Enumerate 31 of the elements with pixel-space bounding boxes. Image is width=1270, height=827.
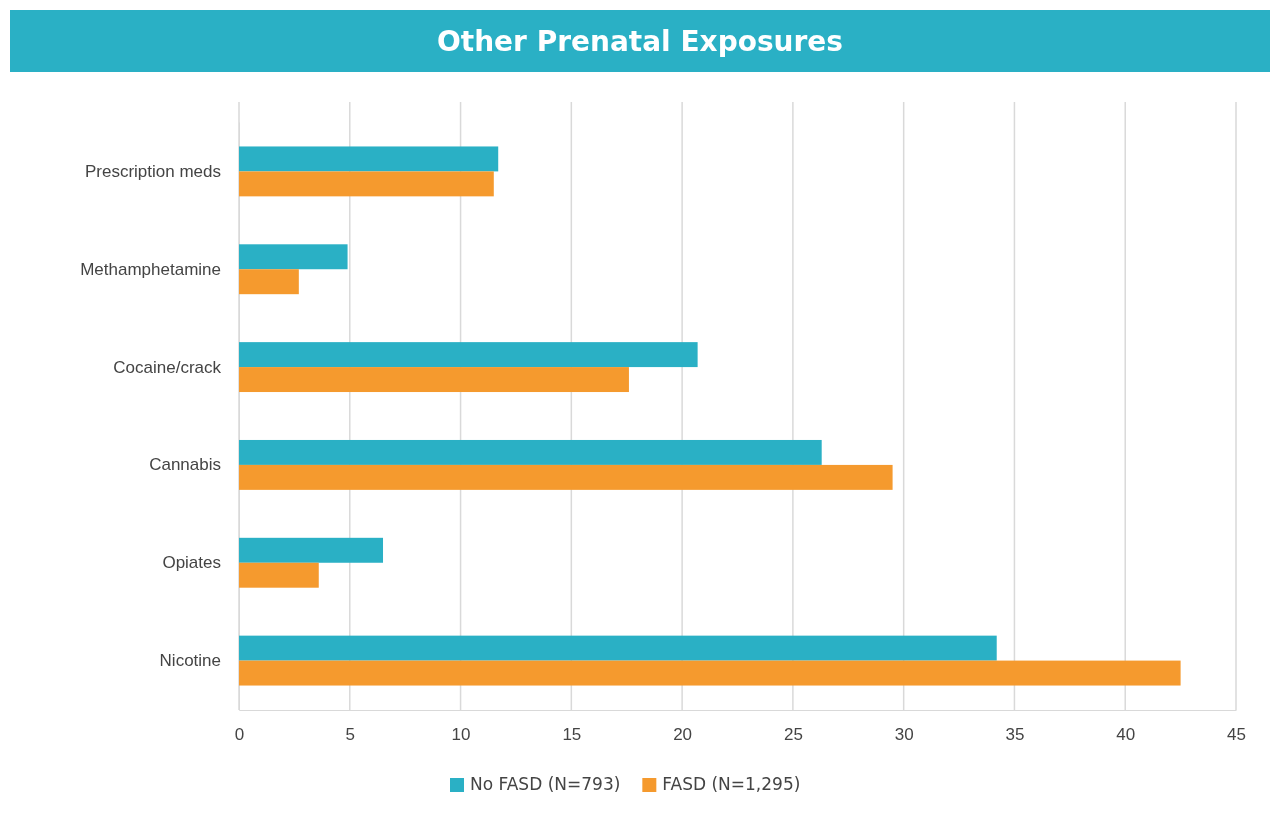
bar [239,146,499,172]
x-tick-label: 10 [451,725,471,745]
bar [239,367,629,393]
y-tick-label: Cannabis [149,455,221,475]
bar [239,171,494,197]
bar [239,269,299,295]
bar [239,464,893,490]
x-tick-label: 20 [673,725,693,745]
bar [239,439,822,465]
y-tick-label: Cocaine/crack [113,357,222,377]
y-tick-label: Prescription meds [84,161,221,181]
y-tick-label: Nicotine [159,651,221,671]
bar [239,244,348,270]
x-tick-label: 35 [1005,725,1025,745]
x-tick-label: 45 [1227,725,1246,745]
y-tick-label: Methamphetamine [80,259,221,279]
legend-label: No FASD (N=793) [470,774,621,794]
x-tick-label: 40 [1116,725,1136,745]
bar [239,635,997,661]
bar [239,342,698,368]
x-tick-label: 15 [562,725,582,745]
y-tick-label: Opiates [162,553,221,573]
x-tick-label: 5 [345,725,356,745]
bar [239,562,319,588]
bar [239,537,384,563]
x-tick-label: 0 [234,725,245,745]
bar [239,660,1181,686]
chart-title: Other Prenatal Exposures [437,25,843,58]
x-tick-label: 30 [894,725,914,745]
x-tick-label: 25 [783,725,803,745]
legend-label: FASD (N=1,295) [662,774,801,794]
